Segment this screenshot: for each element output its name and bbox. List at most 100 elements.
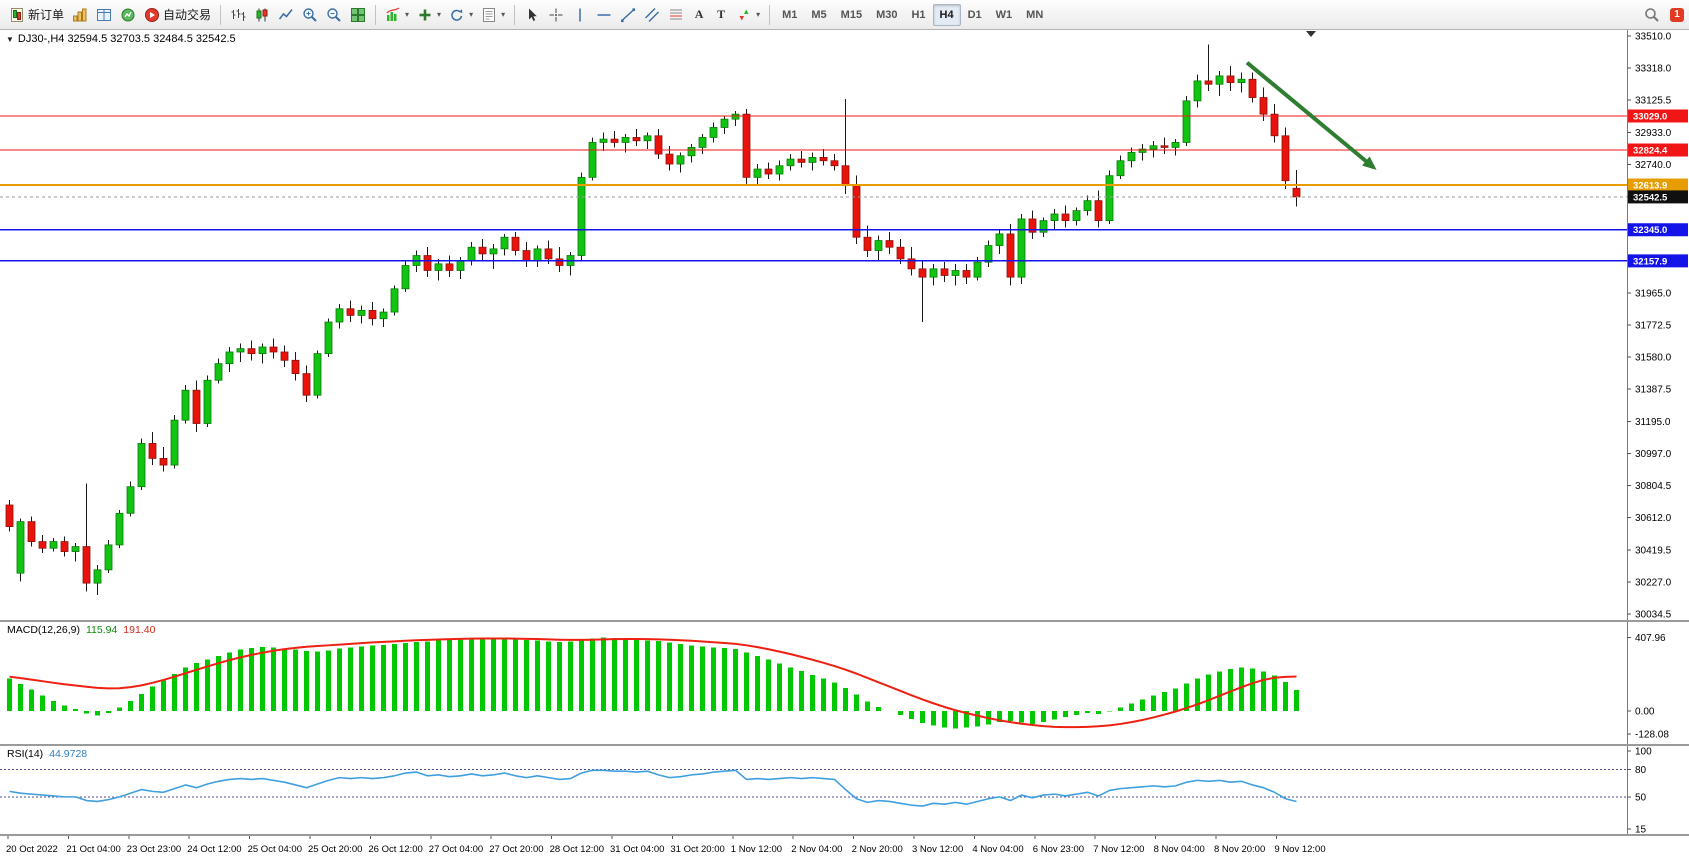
trendline-icon	[620, 7, 636, 23]
timeframe-m5-button[interactable]: M5	[811, 8, 827, 21]
candle	[1237, 78, 1246, 83]
timeframe-h4-button[interactable]: H4	[932, 3, 961, 26]
trendline-tool-button[interactable]	[616, 3, 640, 27]
panel-splitter[interactable]	[0, 834, 1689, 836]
macd-panel[interactable]: 407.96 0.00 -128.08 MACD(12,26,9) 115.94 1…	[0, 622, 1689, 744]
candle	[203, 379, 212, 424]
timeframe-m1-button[interactable]: M1	[782, 8, 798, 21]
main-chart-canvas[interactable]: 33510.033318.033125.532933.032740.032547…	[0, 30, 1689, 620]
horizontal-line-tool-button[interactable]	[592, 3, 616, 27]
candle	[830, 160, 839, 167]
candle	[1193, 80, 1202, 102]
candle	[71, 546, 80, 552]
price-axis-label: 31772.5	[1635, 321, 1672, 332]
price-tag-label: 33029.0	[1633, 111, 1667, 122]
notification-badge[interactable]: 1	[1670, 7, 1684, 22]
new-order-button[interactable]: 新订单	[5, 3, 68, 27]
cursor-tool-button[interactable]	[520, 3, 544, 27]
candle	[1083, 200, 1092, 212]
channel-tool-button[interactable]	[640, 3, 664, 27]
timeframe-h1-button[interactable]: H1	[911, 8, 926, 21]
chart-title-text: DJ30-,H4 32594.5 32703.5 32484.5 32542.5	[17, 33, 236, 45]
fibonacci-icon	[668, 7, 684, 23]
rsi-canvas[interactable]: 100 80 50 15	[0, 746, 1689, 834]
candlestick-mode-button[interactable]	[250, 3, 274, 27]
template-icon	[481, 7, 497, 23]
zoom-out-icon	[326, 7, 342, 23]
candle	[610, 138, 619, 143]
price-tag	[1628, 109, 1688, 123]
crosshair-icon	[548, 7, 564, 23]
rsi-panel[interactable]: 100 80 50 15 RSI(14) 44.9728	[0, 746, 1689, 834]
zoom-out-button[interactable]	[322, 3, 346, 27]
chevron-down-icon: ▾	[405, 10, 410, 19]
rsi-axis-label: 100	[1635, 747, 1652, 758]
candle	[1039, 220, 1048, 233]
panel-splitter[interactable]	[0, 744, 1689, 746]
price-tag	[1628, 190, 1688, 204]
candlestick-icon	[254, 7, 270, 23]
indicators-button[interactable]: ▾	[381, 3, 413, 27]
candle	[808, 157, 817, 163]
candle	[577, 176, 586, 256]
time-axis-panel[interactable]: 20 Oct 2022 21 Oct 04:00 23 Oct 23:00 24 Oc…	[0, 836, 1689, 862]
candle	[621, 137, 630, 143]
templates-button[interactable]: ▾	[477, 3, 509, 27]
candle	[1292, 187, 1301, 198]
charts-button[interactable]	[68, 3, 92, 27]
trend-arrow-annotation[interactable]	[1245, 61, 1377, 170]
candle	[302, 373, 311, 396]
candle	[456, 260, 465, 271]
time-axis-label: 26 Oct 12:00	[368, 844, 422, 855]
candle	[1160, 145, 1169, 148]
add-indicator-button[interactable]: ▾	[413, 3, 445, 27]
text-tool-button[interactable]: A	[688, 3, 710, 27]
candle	[511, 236, 520, 251]
line-chart-mode-button[interactable]	[274, 3, 298, 27]
data-window-button[interactable]	[116, 3, 140, 27]
main-chart-panel[interactable]: 33510.033318.033125.532933.032740.032547…	[0, 30, 1689, 620]
time-axis-canvas[interactable]: 20 Oct 2022 21 Oct 04:00 23 Oct 23:00 24 Oc…	[0, 836, 1689, 862]
time-axis-label: 27 Oct 20:00	[489, 844, 543, 855]
candle	[60, 541, 69, 552]
candle	[984, 245, 993, 263]
timeframe-w1-button[interactable]: W1	[995, 8, 1013, 21]
search-button[interactable]	[1640, 3, 1664, 27]
candle	[1259, 97, 1268, 115]
indicators-icon	[385, 6, 401, 23]
panel-splitter[interactable]	[0, 620, 1689, 622]
auto-trading-button[interactable]: 自动交易	[140, 3, 215, 27]
fibonacci-tool-button[interactable]	[664, 3, 688, 27]
tile-windows-button[interactable]	[346, 3, 370, 27]
zoom-in-button[interactable]	[298, 3, 322, 27]
text-label-tool-button[interactable]: T	[710, 3, 732, 27]
candle	[170, 419, 179, 466]
text-tool-icon: A	[694, 7, 704, 21]
bar-chart-icon	[230, 7, 246, 23]
timeframe-toolbar: M1 M5 M15 M30 H1 H4 D1 W1 MN	[775, 3, 1050, 26]
time-axis-label: 27 Oct 04:00	[429, 844, 483, 855]
timeframe-d1-button[interactable]: D1	[967, 8, 982, 21]
timeframe-m15-button[interactable]: M15	[840, 8, 863, 21]
cycle-icon	[449, 7, 465, 23]
candle	[665, 153, 674, 165]
candle	[764, 168, 773, 175]
arrows-tool-button[interactable]: ▾	[732, 3, 764, 27]
price-axis-label: 31580.0	[1635, 353, 1672, 364]
candle	[885, 240, 894, 248]
vertical-line-tool-button[interactable]	[568, 3, 592, 27]
chart-shift-marker[interactable]	[1306, 31, 1316, 37]
candle	[93, 569, 102, 584]
timeframe-mn-button[interactable]: MN	[1026, 8, 1044, 21]
macd-canvas[interactable]: 407.96 0.00 -128.08	[0, 622, 1689, 744]
cycle-button[interactable]: ▾	[445, 3, 477, 27]
candle	[775, 165, 784, 175]
timeframe-m30-button[interactable]: M30	[876, 8, 898, 21]
candle	[445, 263, 454, 271]
bar-chart-mode-button[interactable]	[226, 3, 250, 27]
vertical-line-icon	[572, 7, 588, 23]
crosshair-tool-button[interactable]	[544, 3, 568, 27]
price-tag-label: 32157.9	[1633, 256, 1667, 267]
market-watch-button[interactable]	[92, 3, 116, 27]
chart-dropdown-icon[interactable]: ▼	[6, 34, 14, 44]
